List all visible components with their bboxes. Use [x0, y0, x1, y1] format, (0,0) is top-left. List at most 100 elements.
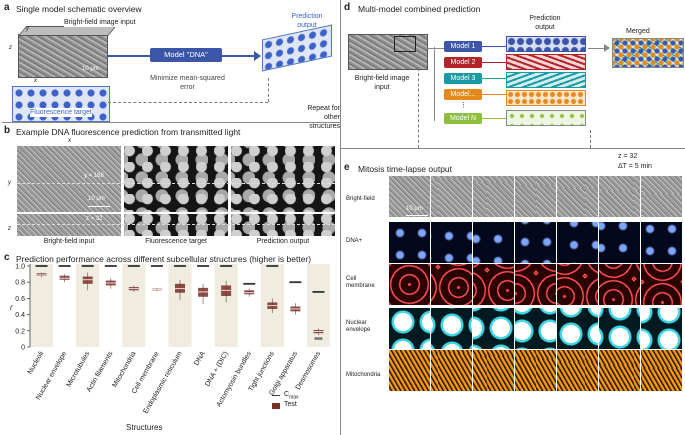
b-scale-bar	[88, 206, 110, 207]
b-brightfield-xz	[17, 214, 121, 236]
e-tile-envelope-2	[431, 308, 472, 349]
axis-x-label: x	[34, 78, 37, 84]
e-scale-bar	[406, 215, 428, 216]
legend-cmax-label: Cmax	[284, 391, 299, 401]
d-bright-field-block	[348, 34, 428, 70]
d-arrow-3	[482, 78, 506, 79]
e-tile-membrane-1	[389, 264, 430, 305]
fluorescence-target-label: Fluorescence target	[30, 108, 92, 117]
panel-a-letter: a	[4, 2, 10, 13]
model-2-box: Model 2	[444, 57, 482, 68]
panel-a-title: Single model schematic overview	[16, 4, 142, 14]
e-row-label-envelope: Nuclear envelope	[346, 320, 371, 333]
e-dt-readout: ΔT = 5 min	[618, 163, 652, 170]
legend-test-label: Test	[284, 401, 297, 408]
b-caption-bright-field: Bright-field input	[43, 238, 95, 245]
e-tile-mito-4	[515, 350, 556, 391]
prediction-block	[262, 24, 332, 72]
y-tick-label-2: 0.4	[15, 312, 25, 319]
panel-a-divider	[2, 122, 340, 123]
band-12	[306, 264, 330, 347]
e-tile-brightfield-3	[473, 176, 514, 217]
x-tick-label-0: Nucleoli	[27, 350, 46, 375]
loss-dashed-line	[108, 102, 268, 103]
e-tile-brightfield-7	[641, 176, 682, 217]
e-tile-mito-1	[389, 350, 430, 391]
x-tick-label-2: Microtubules	[66, 350, 92, 388]
e-tile-dna-6	[599, 222, 640, 263]
model-etc-box: Model...	[444, 89, 482, 100]
y-tick-label-5: 1.0	[15, 264, 25, 271]
band-6	[168, 264, 192, 347]
d-layer-3	[506, 72, 586, 88]
d-input-label: Bright-field image input	[354, 75, 410, 91]
d-layer-1	[506, 36, 586, 52]
e-tile-mito-3	[473, 350, 514, 391]
loss-dashed-up	[268, 78, 269, 102]
e-row-label-dna: DNA+	[346, 238, 363, 244]
bright-field-block-top	[18, 26, 117, 36]
d-layer-etc	[506, 90, 586, 106]
b-y-readout: y = 168	[84, 173, 104, 179]
y-tick-label-0: 0	[21, 345, 25, 352]
e-tile-dna-5	[557, 222, 598, 263]
x-tick-label-7: DNA	[193, 350, 207, 367]
d-arrow-etc	[482, 94, 506, 95]
prediction-output-label: Prediction output	[291, 13, 323, 29]
model-3-box: Model 3	[444, 73, 482, 84]
e-tile-dna-4	[515, 222, 556, 263]
band-4	[122, 264, 146, 347]
panel-e-title: Mitosis time-lapse output	[358, 164, 453, 174]
b-fluorescence-xz	[124, 214, 228, 236]
input-arrow	[108, 55, 150, 57]
e-tile-membrane-6	[599, 264, 640, 305]
desmosomes-extra-box	[314, 337, 323, 340]
e-tile-brightfield-5	[557, 176, 598, 217]
test-box-0	[36, 273, 47, 276]
e-tile-dna-7	[641, 222, 682, 263]
d-to-e-line	[590, 130, 591, 148]
e-tile-membrane-2	[431, 264, 472, 305]
e-tile-dna-3	[473, 222, 514, 263]
x-tick-label-12: Desmosomes	[295, 350, 323, 391]
scale-bar-label: 10 μm	[82, 66, 99, 72]
output-arrow-head	[254, 51, 261, 61]
panel-c-letter: c	[4, 252, 10, 263]
chart-legend: Cmax Test	[272, 391, 332, 411]
e-tile-membrane-4	[515, 264, 556, 305]
e-tile-mito-6	[599, 350, 640, 391]
d-input-line	[426, 48, 444, 49]
d-prediction-label: Prediction output	[529, 15, 561, 31]
d-arrow-1	[482, 46, 506, 47]
e-tile-envelope-6	[599, 308, 640, 349]
test-box-2	[82, 276, 93, 284]
mse-label: Minimize mean-squared error	[150, 75, 225, 91]
d-merged-block	[612, 38, 684, 68]
panel-d-title: Multi-model combined prediction	[358, 4, 481, 14]
legend-test-swatch	[272, 403, 280, 409]
e-tile-membrane-5	[557, 264, 598, 305]
e-tile-mito-7	[641, 350, 682, 391]
x-tick-label-4: Mitochondria	[111, 350, 137, 388]
y-tick-label-1: 0.2	[15, 328, 25, 335]
model-dots: ⋮	[460, 102, 467, 109]
panel-b-axis-z: z	[8, 226, 11, 232]
e-tile-brightfield-2	[431, 176, 472, 217]
e-row-label-brightfield: Bright-field	[346, 196, 375, 202]
band-8	[214, 264, 238, 347]
e-scale-label: 10 μm	[406, 206, 423, 212]
b-caption-prediction: Prediction output	[256, 238, 310, 245]
e-tile-membrane-3	[473, 264, 514, 305]
b-scale-label: 10 μm	[88, 196, 105, 202]
panel-e-letter: e	[344, 162, 350, 173]
e-tile-envelope-4	[515, 308, 556, 349]
panel-b-axis-x: x	[68, 138, 71, 144]
band-0	[30, 264, 54, 347]
e-tile-mito-5	[557, 350, 598, 391]
legend-cmax: Cmax	[272, 391, 332, 401]
c-xlabel: Structures	[126, 423, 163, 432]
x-tick-label-8: DNA + (DIC)	[204, 351, 230, 388]
test-box-9	[244, 290, 255, 295]
e-tile-envelope-3	[473, 308, 514, 349]
